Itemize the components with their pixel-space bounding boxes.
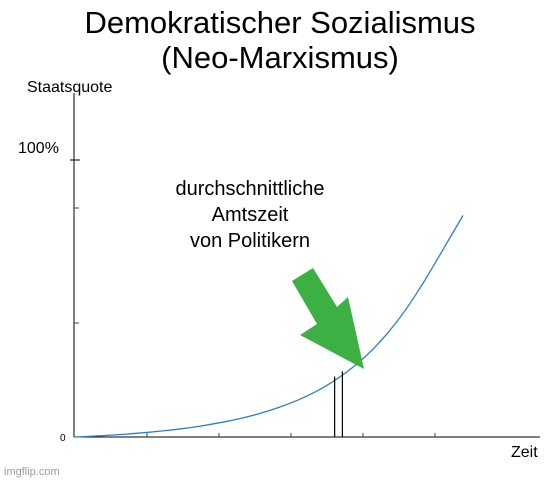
chart-title-line-2: (Neo-Marxismus) xyxy=(161,40,399,75)
annotation-line-1: durchschnittliche xyxy=(175,178,325,200)
x-axis-label: Zeit xyxy=(511,444,538,461)
y-tick-label-100: 100% xyxy=(18,140,59,157)
y-tick-label-0: 0 xyxy=(60,433,66,444)
series-line xyxy=(73,215,464,438)
green-arrow-icon xyxy=(292,268,364,369)
term-markers xyxy=(334,371,344,437)
axes xyxy=(70,93,540,438)
annotation-line-3: von Politikern xyxy=(189,230,311,252)
chart-title-line-1: Demokratischer Sozialismus xyxy=(84,5,476,40)
watermark: imgflip.com xyxy=(4,466,60,478)
annotation-line-2: Amtszeit xyxy=(211,204,289,226)
y-axis-label: Staatsquote xyxy=(27,79,113,96)
